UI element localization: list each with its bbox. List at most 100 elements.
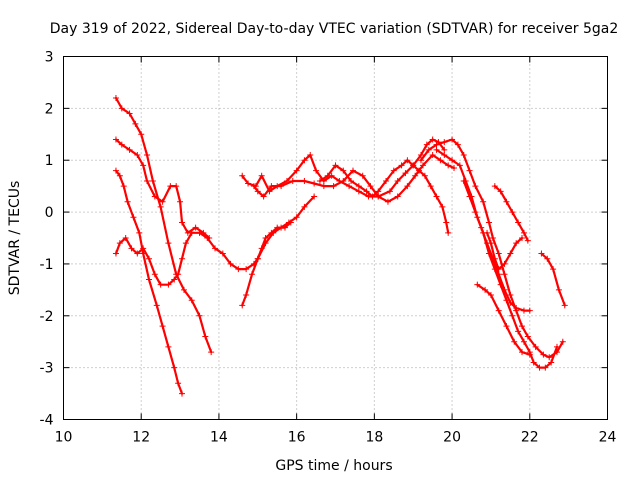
x-tick-label: 18 <box>365 430 383 446</box>
data-point <box>433 141 440 148</box>
series-track-5 <box>239 219 294 309</box>
data-point <box>489 235 496 241</box>
data-point <box>555 286 562 293</box>
x-tick-label: 20 <box>443 430 461 446</box>
series-track-13 <box>491 183 531 244</box>
data-point <box>274 224 281 231</box>
data-point <box>320 183 327 190</box>
data-point <box>278 183 285 190</box>
data-point <box>124 198 131 205</box>
data-point <box>293 167 300 174</box>
data-point <box>402 170 409 177</box>
data-point <box>262 235 269 241</box>
data-point <box>495 307 502 314</box>
data-point <box>254 255 261 262</box>
data-point <box>546 354 553 361</box>
data-point <box>171 276 178 283</box>
data-point <box>511 338 518 345</box>
data-point <box>112 167 119 174</box>
x-tick-label: 22 <box>521 430 539 446</box>
series-track-4 <box>112 193 318 288</box>
data-point <box>136 229 143 236</box>
x-tick-labels: 10 12 14 16 18 20 22 24 <box>55 430 617 446</box>
data-point <box>202 333 209 340</box>
x-tick-label: 14 <box>210 430 228 446</box>
data-point <box>145 255 152 262</box>
data-point <box>340 167 347 174</box>
series-line <box>241 221 292 307</box>
data-point <box>307 152 314 159</box>
data-point <box>515 219 522 226</box>
data-point <box>536 364 543 371</box>
data-point <box>175 271 182 278</box>
data-point <box>507 299 514 306</box>
data-point <box>311 180 318 187</box>
data-point <box>427 183 434 190</box>
data-point <box>544 255 551 262</box>
data-point <box>348 177 355 184</box>
data-point <box>441 152 448 159</box>
y-tick-label: -2 <box>40 309 54 325</box>
data-point <box>120 183 127 190</box>
data-point <box>410 162 417 169</box>
data-point <box>134 250 141 257</box>
data-point <box>460 177 467 184</box>
series-track-2 <box>112 136 213 241</box>
data-point <box>182 240 189 247</box>
data-point <box>501 260 508 267</box>
plot-frame <box>63 56 608 420</box>
data-point <box>346 183 353 190</box>
data-point <box>175 380 182 387</box>
data-point <box>386 188 393 195</box>
data-point <box>526 307 533 314</box>
data-point <box>429 152 436 159</box>
data-point <box>151 193 158 200</box>
data-point <box>487 292 494 299</box>
data-point <box>227 260 234 267</box>
data-point <box>243 266 250 273</box>
x-tick-label: 24 <box>599 430 617 446</box>
x-tick-label: 12 <box>132 430 150 446</box>
data-point <box>250 183 257 190</box>
data-point <box>289 177 296 184</box>
data-point <box>404 183 411 190</box>
series-track-1 <box>112 94 215 356</box>
data-point <box>421 172 428 179</box>
data-point <box>443 219 450 226</box>
data-point <box>116 240 123 247</box>
data-point <box>260 193 267 200</box>
data-point <box>363 188 370 195</box>
data-point <box>122 235 129 241</box>
data-point <box>173 183 180 190</box>
y-tick-label: 2 <box>45 101 54 117</box>
data-point <box>140 162 147 169</box>
data-point <box>268 229 275 236</box>
data-point <box>196 229 203 236</box>
data-point <box>441 146 448 153</box>
data-point <box>423 141 430 148</box>
data-point <box>513 305 520 312</box>
series-line <box>114 195 316 286</box>
data-point <box>180 286 187 293</box>
y-tick-label: -4 <box>40 413 54 429</box>
data-point <box>239 172 246 179</box>
data-point <box>126 146 133 153</box>
data-point <box>501 271 508 278</box>
data-point <box>144 177 151 184</box>
data-point <box>484 240 491 247</box>
series-track-12 <box>484 229 526 273</box>
data-point <box>429 136 436 143</box>
data-point <box>112 94 119 101</box>
data-point <box>130 214 137 221</box>
data-point <box>165 343 172 350</box>
data-point <box>466 193 473 200</box>
data-point <box>293 214 300 221</box>
data-point <box>394 193 401 200</box>
data-point <box>449 157 456 164</box>
data-series <box>112 94 568 397</box>
data-point <box>445 229 452 236</box>
series-line <box>476 283 531 356</box>
data-point <box>248 271 255 278</box>
data-point <box>165 240 172 247</box>
